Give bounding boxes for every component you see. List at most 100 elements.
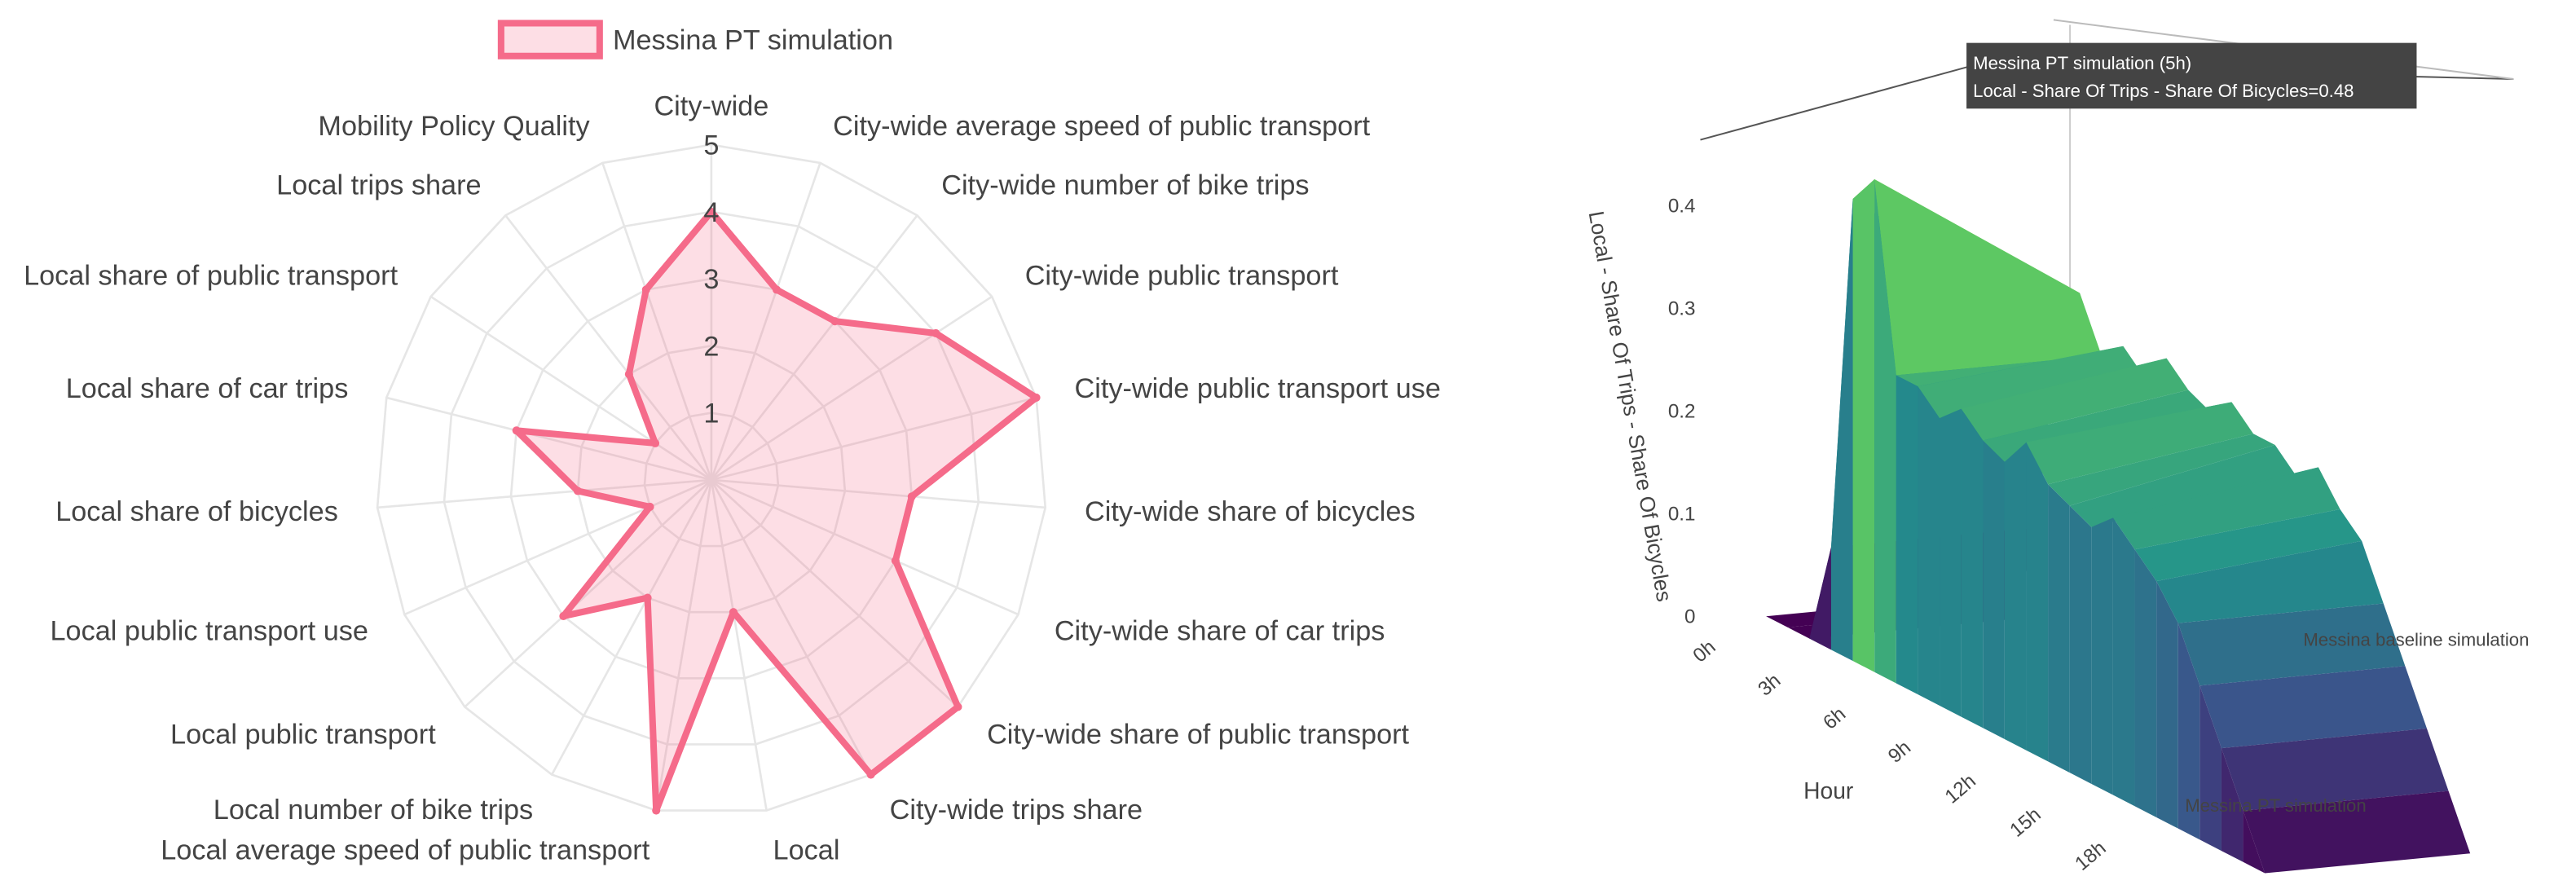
radar-point: [643, 593, 652, 602]
surface-wall: [2026, 442, 2049, 762]
radar-point: [707, 207, 716, 216]
surface-wall: [1852, 178, 1875, 672]
spoke: [376, 478, 712, 509]
surface-wall: [2112, 517, 2135, 807]
surface-patch: [2200, 666, 2427, 749]
category-label: City-wide share of public transport: [987, 719, 1409, 750]
x-tick-label: 3h: [1754, 670, 1785, 701]
category-label: Local public transport use: [50, 616, 368, 647]
spoke: [710, 479, 768, 811]
radar-point: [931, 328, 940, 337]
category-label: Local share of public transport: [24, 261, 399, 292]
surface-patch: [2156, 540, 2384, 623]
surface-wall: [2134, 549, 2157, 817]
spoke: [504, 214, 712, 481]
spoke: [601, 162, 713, 481]
r-tick-label: 5: [703, 130, 719, 161]
spoke: [464, 478, 712, 708]
series-label: Messina baseline simulation: [2303, 629, 2529, 649]
spoke: [403, 478, 712, 616]
grid-ring: [509, 277, 914, 680]
spoke: [711, 478, 1019, 616]
surface-wall: [2091, 517, 2113, 795]
category-label: Local: [773, 834, 840, 865]
surface-patch: [2026, 402, 2254, 485]
grid-ring: [443, 210, 980, 746]
category-label: Local trips share: [276, 170, 481, 200]
x-tick-label: 0h: [1689, 636, 1720, 667]
radar-point: [830, 317, 839, 326]
spoke: [385, 396, 712, 482]
series-label: Messina PT simulation: [2185, 795, 2366, 816]
r-tick-label: 3: [703, 264, 719, 295]
radar-point: [953, 702, 962, 711]
surface-patch: [1918, 346, 2146, 419]
spoke: [710, 162, 821, 481]
spoke: [710, 214, 918, 481]
tooltip-box: [1966, 42, 2417, 109]
surface-wall: [2069, 505, 2092, 784]
spoke: [711, 478, 959, 708]
category-label: Local share of bicycles: [55, 496, 338, 527]
spoke: [654, 479, 713, 811]
spoke: [711, 396, 1037, 482]
x-tick-label: 9h: [1884, 737, 1915, 768]
legend-swatch: [497, 20, 603, 59]
surface-wall: [1918, 386, 1940, 706]
surface-wall: [2156, 581, 2178, 829]
category-label: City-wide public transport: [1025, 261, 1339, 292]
tooltip-text: Local - Share Of Trips - Share Of Bicycl…: [1973, 81, 2354, 101]
category-label: City-wide average speed of public transp…: [833, 111, 1370, 142]
surface-patch: [2134, 509, 2362, 582]
r-tick-label: 4: [703, 197, 719, 228]
category-label: City-wide public transport use: [1074, 373, 1440, 404]
surface-patch: [2243, 790, 2471, 874]
surface-wall: [1896, 375, 1918, 695]
category-label: Local number of bike trips: [214, 795, 533, 826]
radar-chart: Messina PT simulation 1 2 3 4 5 City-wide City-…: [24, 20, 1441, 865]
surface-patch: [1961, 358, 2189, 441]
surface-wall: [2177, 623, 2200, 840]
surface-patch: [2177, 603, 2406, 686]
surface-patch: [1874, 178, 2102, 376]
surface-patch: [2048, 434, 2275, 506]
radar-point: [866, 770, 875, 779]
x-tick-label: 15h: [2006, 804, 2045, 842]
radar-point: [772, 285, 782, 294]
surface-wall: [1940, 408, 1962, 717]
surface-wall: [2221, 748, 2244, 862]
category-label: Local average speed of public transport: [161, 834, 650, 865]
radar-point: [573, 487, 583, 495]
z-tick-label: 0.4: [1668, 195, 1696, 217]
category-label: City-wide share of bicycles: [1085, 496, 1416, 527]
radar-point: [651, 438, 660, 447]
x-axis-title: Hour: [1803, 777, 1853, 804]
spoke: [711, 478, 1046, 509]
radar-point: [559, 611, 568, 621]
legend-label: Messina PT simulation: [613, 25, 893, 56]
category-label: Local share of car trips: [66, 373, 349, 404]
r-tick-label: 2: [703, 331, 719, 362]
surface-wall: [1809, 547, 1831, 650]
surface-wall: [1830, 199, 1853, 662]
surface-wall: [2243, 810, 2266, 874]
z-tick-label: 0.1: [1668, 503, 1696, 525]
surface-wall: [2048, 484, 2070, 773]
x-tick-label: 12h: [1941, 770, 1980, 808]
z-tick-label: 0: [1684, 605, 1695, 627]
radar-point: [1032, 393, 1041, 402]
radar-point: [645, 502, 654, 511]
category-label: Mobility Policy Quality: [318, 111, 590, 142]
radar-point: [512, 426, 521, 435]
r-tick-label: 1: [703, 398, 719, 429]
axis-line: [1700, 64, 1972, 141]
surface-patch: [1896, 346, 2124, 387]
radar-point: [729, 608, 738, 617]
surface-wall: [1874, 178, 1896, 684]
category-label: City-wide: [654, 90, 768, 121]
spoke: [711, 295, 993, 481]
grid-ring: [376, 143, 1047, 812]
surface-patch: [2221, 728, 2449, 811]
